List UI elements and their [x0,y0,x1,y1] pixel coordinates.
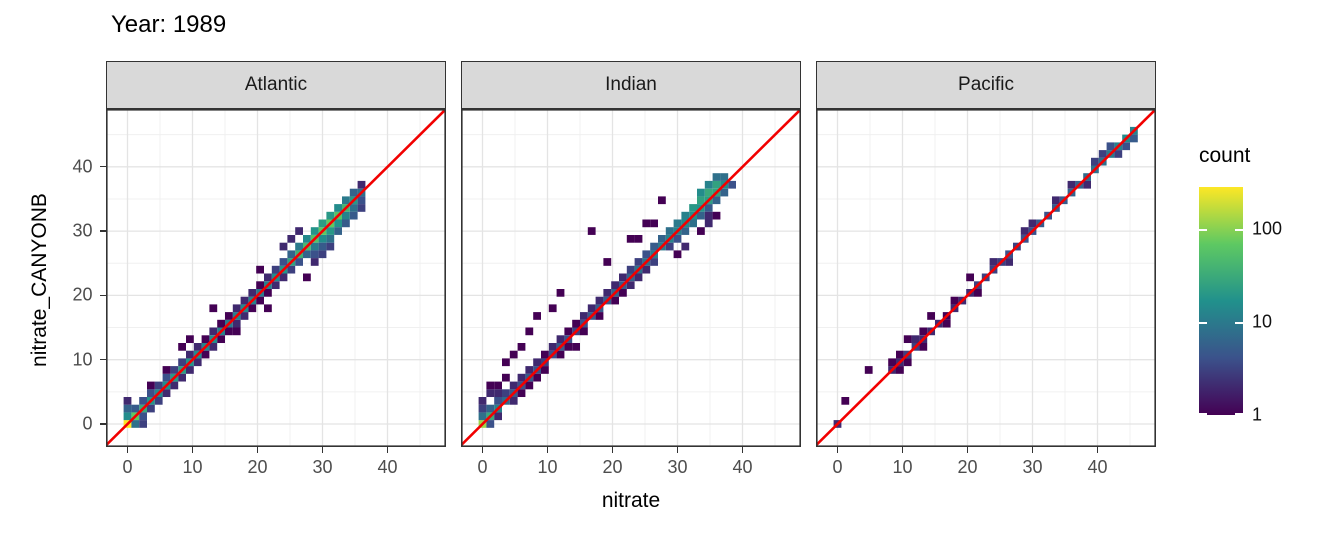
panel-atlantic [106,109,446,447]
x-tick-label: 20 [957,456,978,477]
y-tick-label: 10 [72,349,93,370]
y-tick-label: 20 [72,284,93,305]
x-tick-mark [126,447,129,453]
panel-indian [461,109,801,447]
facet-strip: Pacific [816,61,1156,109]
x-tick-mark [611,447,614,453]
x-tick-label: 0 [832,456,843,477]
x-tick-mark [901,447,904,453]
x-tick-label: 20 [602,456,623,477]
x-tick-mark [386,447,389,453]
x-tick-mark [481,447,484,453]
legend-tick-mark [1199,413,1207,415]
x-tick-mark [1096,447,1099,453]
x-tick-mark [546,447,549,453]
panel-pacific [816,109,1156,447]
x-tick-mark [676,447,679,453]
facet-strip: Indian [461,61,801,109]
legend-tick-mark [1199,228,1207,231]
legend-title: count [1199,144,1251,167]
x-tick-mark [741,447,744,453]
y-tick-label: 0 [82,413,93,434]
x-tick-label: 0 [122,456,133,477]
x-tick-label: 10 [892,456,913,477]
x-axis-title: nitrate [601,489,661,512]
y-tick-label: 40 [72,156,93,177]
legend-colorbar [1199,187,1243,415]
x-tick-label: 30 [312,456,333,477]
facet-strip-label: Pacific [958,74,1014,95]
x-tick-label: 10 [537,456,558,477]
legend-tick-label: 1 [1252,404,1263,425]
x-tick-mark [256,447,259,453]
x-tick-label: 30 [667,456,688,477]
legend-tick-mark [1235,228,1243,231]
identity-line [106,109,446,447]
x-tick-label: 0 [477,456,488,477]
facet-strip-label: Indian [605,74,657,95]
plot-title: Year: 1989 [111,11,227,38]
y-tick-mark [100,166,106,168]
y-tick-label: 30 [72,220,93,241]
legend-tick-mark [1199,321,1207,324]
x-tick-mark [1031,447,1034,453]
x-tick-label: 20 [247,456,268,477]
x-tick-mark [836,447,839,453]
y-tick-mark [100,359,106,361]
x-tick-label: 10 [182,456,203,477]
y-axis-title: nitrate_CANYONB [28,193,51,367]
y-tick-mark [100,423,106,425]
y-tick-mark [100,230,106,232]
x-tick-mark [321,447,324,453]
identity-line [816,109,1156,447]
legend-tick-label: 10 [1252,311,1273,332]
x-tick-mark [966,447,969,453]
x-tick-label: 40 [732,456,753,477]
legend-tick-mark [1235,413,1243,415]
facet-strip: Atlantic [106,61,446,109]
x-tick-label: 30 [1022,456,1043,477]
y-tick-mark [100,294,106,297]
identity-line [461,109,801,447]
x-tick-mark [191,447,194,453]
legend-tick-mark [1235,321,1243,324]
facet-strip-label: Atlantic [244,74,308,95]
x-tick-label: 40 [377,456,398,477]
legend-tick-label: 100 [1252,218,1283,239]
x-tick-label: 40 [1087,456,1108,477]
